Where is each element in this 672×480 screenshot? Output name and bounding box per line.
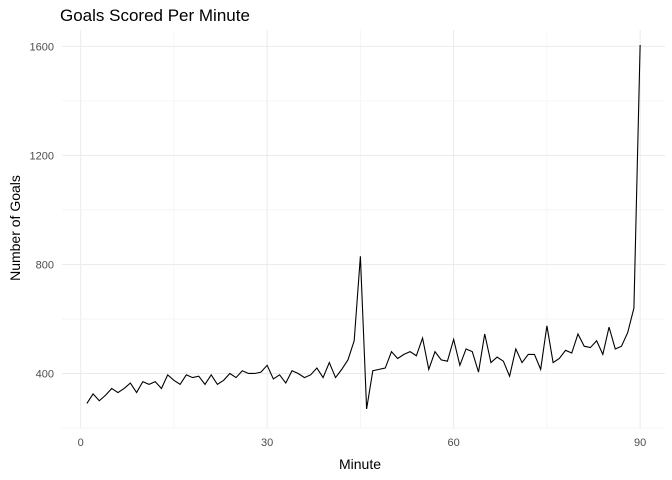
y-tick-label: 800 bbox=[36, 259, 54, 271]
x-axis-ticks: 0 30 60 90 bbox=[78, 437, 647, 449]
x-axis-label: Minute bbox=[338, 456, 382, 472]
x-tick-label: 30 bbox=[261, 437, 273, 449]
y-tick-label: 1200 bbox=[30, 150, 54, 162]
y-tick-label: 400 bbox=[36, 368, 54, 380]
goals-series-line bbox=[86, 44, 641, 410]
grid-lines bbox=[62, 30, 665, 429]
y-tick-label: 1600 bbox=[30, 41, 54, 53]
x-tick-label: 90 bbox=[634, 437, 646, 449]
y-axis-ticks: 400 800 1200 1600 bbox=[30, 41, 54, 380]
x-tick-label: 60 bbox=[448, 437, 460, 449]
chart-title: Goals Scored Per Minute bbox=[60, 6, 250, 25]
x-tick-label: 0 bbox=[78, 437, 84, 449]
